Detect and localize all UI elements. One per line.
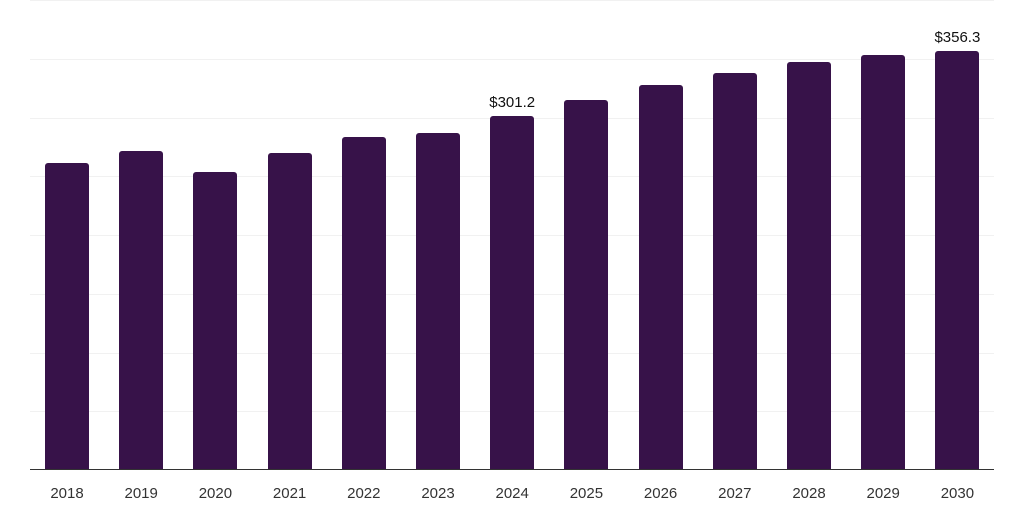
bar-2023[interactable] [416,133,460,470]
bar-2025[interactable] [564,100,609,470]
gridline [30,0,994,1]
x-tick-label: 2022 [347,485,381,502]
bar-2029[interactable] [861,55,906,470]
bar-2020[interactable] [193,171,238,470]
bar-2027[interactable] [712,73,757,470]
data-label-2024: $301.2 [489,94,536,112]
x-tick-label: 2026 [643,485,678,502]
bar-2019[interactable] [119,150,164,470]
x-tick-label: 2030 [940,485,975,502]
x-tick-label: 2020 [198,485,233,502]
bar-2022[interactable] [341,137,386,470]
bar-2026[interactable] [638,85,683,470]
x-tick-label: 2021 [272,485,307,502]
bar-2021[interactable] [267,153,312,470]
x-tick-label: 2027 [718,485,752,502]
bar-2024[interactable] [490,116,535,470]
x-tick-label: 2029 [866,485,900,502]
x-tick-label: 2024 [495,485,529,502]
bar-2018[interactable] [45,162,89,470]
data-label-2030: $356.3 [934,29,981,47]
x-tick-label: 2023 [421,485,455,502]
bar-2030[interactable] [935,51,980,470]
x-tick-label: 2018 [50,485,84,502]
x-tick-label: 2019 [124,485,158,502]
x-tick-label: 2028 [792,485,826,502]
x-axis-line [30,469,994,470]
x-tick-label: 2025 [569,485,604,502]
gridline [30,59,994,60]
bar-2028[interactable] [787,62,831,470]
